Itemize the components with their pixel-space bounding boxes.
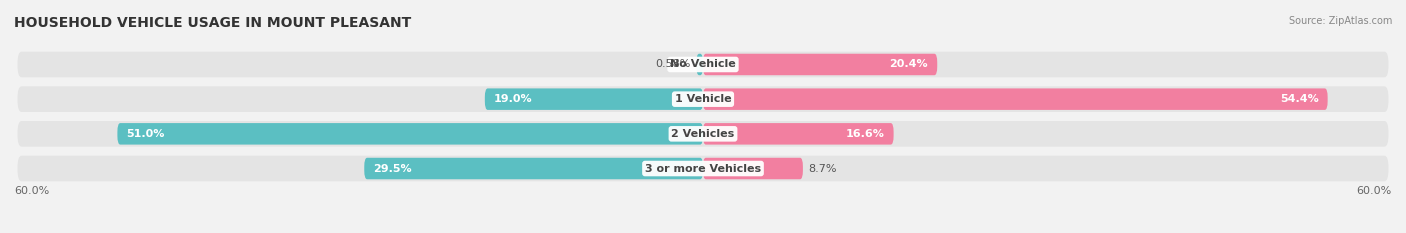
Text: 29.5%: 29.5%	[374, 164, 412, 174]
Text: 16.6%: 16.6%	[845, 129, 884, 139]
Text: 8.7%: 8.7%	[808, 164, 837, 174]
Text: HOUSEHOLD VEHICLE USAGE IN MOUNT PLEASANT: HOUSEHOLD VEHICLE USAGE IN MOUNT PLEASAN…	[14, 16, 412, 30]
FancyBboxPatch shape	[17, 156, 1389, 181]
Text: No Vehicle: No Vehicle	[671, 59, 735, 69]
FancyBboxPatch shape	[17, 121, 1389, 147]
FancyBboxPatch shape	[17, 52, 1389, 77]
FancyBboxPatch shape	[17, 86, 1389, 112]
Text: 51.0%: 51.0%	[127, 129, 165, 139]
Text: 19.0%: 19.0%	[494, 94, 533, 104]
Text: 3 or more Vehicles: 3 or more Vehicles	[645, 164, 761, 174]
FancyBboxPatch shape	[696, 54, 703, 75]
Text: 60.0%: 60.0%	[14, 186, 49, 196]
FancyBboxPatch shape	[117, 123, 703, 145]
FancyBboxPatch shape	[703, 54, 938, 75]
FancyBboxPatch shape	[703, 88, 1327, 110]
Text: 54.4%: 54.4%	[1279, 94, 1319, 104]
FancyBboxPatch shape	[485, 88, 703, 110]
Text: 1 Vehicle: 1 Vehicle	[675, 94, 731, 104]
FancyBboxPatch shape	[703, 158, 803, 179]
FancyBboxPatch shape	[703, 123, 894, 145]
Text: 0.58%: 0.58%	[655, 59, 690, 69]
Text: 20.4%: 20.4%	[890, 59, 928, 69]
Text: 2 Vehicles: 2 Vehicles	[672, 129, 734, 139]
Text: 60.0%: 60.0%	[1357, 186, 1392, 196]
FancyBboxPatch shape	[364, 158, 703, 179]
Text: Source: ZipAtlas.com: Source: ZipAtlas.com	[1288, 16, 1392, 26]
